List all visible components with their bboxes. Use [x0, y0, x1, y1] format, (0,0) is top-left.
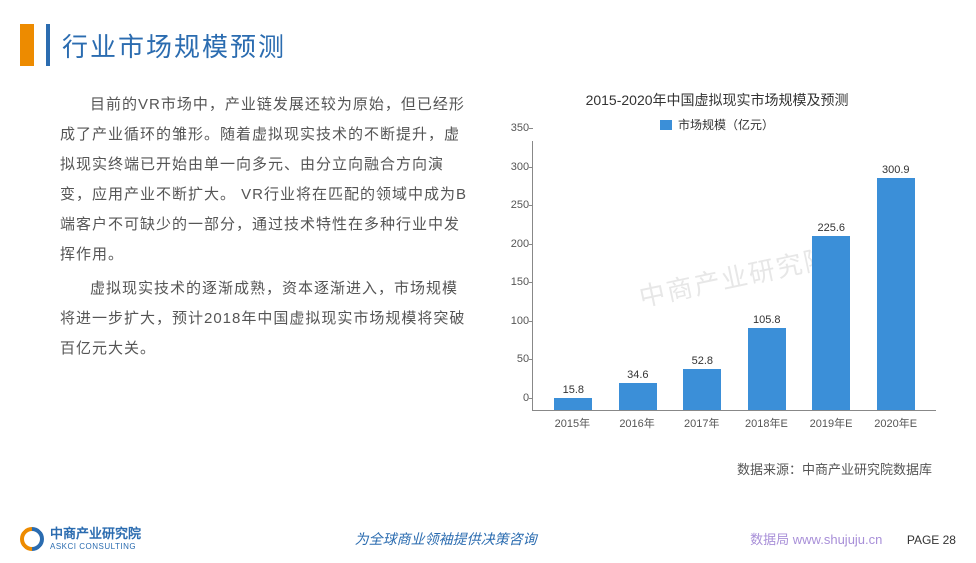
page-number: PAGE 28 — [907, 533, 956, 547]
bar-slot: 52.8 — [670, 141, 734, 410]
paragraph-1: 目前的VR市场中，产业链发展还较为原始，但已经形成了产业循环的雏形。随着虚拟现实… — [60, 90, 468, 270]
body-text: 目前的VR市场中，产业链发展还较为原始，但已经形成了产业循环的雏形。随着虚拟现实… — [60, 90, 468, 478]
chart-plot-area: 中商产业研究院 15.834.652.8105.8225.6300.9 0501… — [532, 141, 936, 411]
chart-legend: 市场规模（亿元） — [498, 116, 936, 133]
bar-value-label: 52.8 — [692, 355, 713, 367]
bar — [877, 178, 915, 410]
accent-bar-orange — [20, 24, 34, 66]
y-tick: 150 — [499, 276, 529, 288]
y-tick: 100 — [499, 315, 529, 327]
logo-text-group: 中商产业研究院 ASKCI CONSULTING — [50, 527, 141, 550]
chart-title: 2015-2020年中国虚拟现实市场规模及预测 — [498, 90, 936, 110]
footer-logo: 中商产业研究院 ASKCI CONSULTING — [20, 527, 141, 551]
paragraph-2: 虚拟现实技术的逐渐成熟，资本逐渐进入，市场规模将进一步扩大，预计2018年中国虚… — [60, 274, 468, 364]
bars-group: 15.8 34.6 52.8 105.8 225.6 300.9 — [533, 141, 936, 410]
x-axis-label: 2017年 — [669, 415, 734, 431]
y-tick: 350 — [499, 122, 529, 134]
chart-container: 2015-2020年中国虚拟现实市场规模及预测 市场规模（亿元） 中商产业研究院… — [498, 90, 936, 478]
y-tick: 200 — [499, 238, 529, 250]
footer-link: 数据局 www.shujuju.cn — [750, 532, 882, 547]
y-tick: 0 — [499, 392, 529, 404]
content-row: 目前的VR市场中，产业链发展还较为原始，但已经形成了产业循环的雏形。随着虚拟现实… — [0, 70, 976, 478]
accent-bar-blue — [46, 24, 50, 66]
x-axis-label: 2015年 — [540, 415, 605, 431]
bar-slot: 34.6 — [606, 141, 670, 410]
bar-slot: 300.9 — [864, 141, 928, 410]
legend-color-box — [660, 120, 672, 130]
bar-slot: 105.8 — [735, 141, 799, 410]
bar — [683, 369, 721, 410]
bar — [748, 328, 786, 410]
bar-value-label: 34.6 — [627, 369, 648, 381]
bar-value-label: 225.6 — [817, 222, 845, 234]
page-footer: 中商产业研究院 ASKCI CONSULTING 为全球商业领袖提供决策咨询 数… — [0, 527, 976, 551]
legend-label: 市场规模（亿元） — [678, 116, 774, 133]
logo-text-en: ASKCI CONSULTING — [50, 542, 141, 551]
x-axis-label: 2020年E — [863, 415, 928, 431]
page-header: 行业市场规模预测 — [0, 0, 976, 70]
bar-slot: 15.8 — [541, 141, 605, 410]
logo-icon — [15, 522, 49, 556]
logo-text-cn: 中商产业研究院 — [50, 527, 141, 541]
y-tick: 50 — [499, 353, 529, 365]
bar-value-label: 15.8 — [563, 384, 584, 396]
bar — [554, 398, 592, 410]
bar — [812, 236, 850, 410]
page-title: 行业市场规模预测 — [62, 27, 286, 64]
x-axis-label: 2019年E — [799, 415, 864, 431]
x-axis-label: 2018年E — [734, 415, 799, 431]
x-axis-label: 2016年 — [605, 415, 670, 431]
bar-slot: 225.6 — [799, 141, 863, 410]
x-axis-labels: 2015年2016年2017年2018年E2019年E2020年E — [532, 411, 936, 431]
chart-source: 数据来源：中商产业研究院数据库 — [498, 459, 936, 478]
y-tick: 300 — [499, 161, 529, 173]
footer-right-group: 数据局 www.shujuju.cn PAGE 28 — [750, 529, 956, 549]
y-tick: 250 — [499, 199, 529, 211]
bar-value-label: 105.8 — [753, 314, 781, 326]
footer-tagline: 为全球商业领袖提供决策咨询 — [355, 529, 537, 549]
bar-value-label: 300.9 — [882, 164, 910, 176]
bar — [619, 383, 657, 410]
